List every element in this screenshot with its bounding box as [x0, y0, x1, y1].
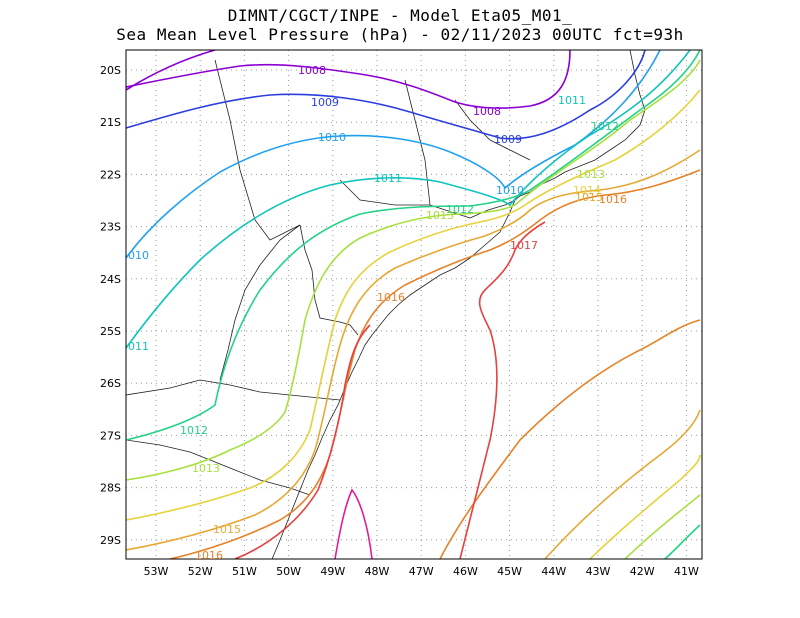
isobar-labels: 1008 1008 1009 1009 1010 1010 010 1011 1… [128, 64, 627, 562]
isobar-1018 [334, 488, 373, 559]
label-1011: 1011 [558, 94, 586, 107]
lon-tick-label: 53W [144, 565, 169, 578]
lon-tick-label: 51W [232, 565, 257, 578]
isobar-1016 [169, 169, 701, 559]
lat-tick-label: 22S [100, 168, 121, 181]
label-1016: 1016 [195, 549, 223, 562]
isobar-1012-east [664, 524, 701, 559]
lon-tick-label: 47W [409, 565, 434, 578]
lat-tick-label: 28S [100, 482, 121, 495]
label-1016: 1016 [599, 193, 627, 206]
label-1009: 1009 [311, 96, 339, 109]
label-1010: 1010 [496, 184, 524, 197]
lat-tick-label: 20S [100, 64, 121, 77]
isobar-1015-east [544, 409, 701, 559]
lon-tick-label: 43W [586, 565, 611, 578]
longitude-labels: 53W 52W 51W 50W 49W 48W 47W 46W 45W 44W 43W 42W 41W [144, 565, 699, 578]
label-1013: 1013 [577, 168, 605, 181]
isobar-1008-west [126, 50, 216, 91]
label-1012: 1012 [591, 120, 619, 133]
isobar-1008 [126, 50, 571, 109]
isobar-1013 [126, 59, 701, 481]
lon-tick-label: 49W [320, 565, 345, 578]
lon-tick-label: 42W [630, 565, 655, 578]
label-1014: 1014 [573, 184, 601, 197]
label-1013: 1013 [426, 209, 454, 222]
lat-tick-label: 25S [100, 325, 121, 338]
lon-tick-label: 52W [188, 565, 213, 578]
latitude-labels: 20S 21S 22S 23S 24S 25S 26S 27S 28S 29S [100, 64, 121, 547]
label-1012: 1012 [180, 424, 208, 437]
label-1015: 1015 [575, 191, 603, 204]
isobars [126, 50, 701, 559]
label-1008: 1008 [473, 105, 501, 118]
label-1010: 1010 [318, 131, 346, 144]
isobar-1013-east [624, 494, 701, 559]
isobar-1009 [126, 50, 646, 140]
label-1017: 1017 [510, 239, 538, 252]
label-1015: 1015 [213, 523, 241, 536]
label-1016: 1016 [377, 291, 405, 304]
lat-tick-label: 21S [100, 116, 121, 129]
isobar-1012 [126, 50, 701, 441]
label-1011: 011 [128, 340, 149, 353]
lat-tick-label: 23S [100, 221, 121, 234]
lat-tick-label: 27S [100, 429, 121, 442]
plot-frame [125, 49, 703, 560]
chart-title-line2: Sea Mean Level Pressure (hPa) - 02/11/20… [116, 25, 684, 44]
label-1008: 1008 [298, 64, 326, 77]
lon-tick-label: 44W [541, 565, 566, 578]
isobar-1016-east [439, 319, 701, 559]
lon-tick-label: 45W [497, 565, 522, 578]
isobar-1017 [459, 221, 546, 559]
label-1011: 1011 [374, 172, 402, 185]
lat-tick-label: 24S [100, 273, 121, 286]
isobar-1015 [126, 149, 701, 551]
lon-tick-label: 48W [365, 565, 390, 578]
grid-lines [126, 50, 702, 559]
label-1012: 1012 [446, 203, 474, 216]
chart-title-line1: DIMNT/CGCT/INPE - Model Eta05_M01_ [227, 6, 573, 25]
isobar-1014-east [589, 454, 701, 559]
isobar-1011 [126, 50, 691, 349]
isobar-1017-sw [234, 324, 371, 559]
lon-tick-label: 41W [674, 565, 699, 578]
lon-tick-label: 50W [276, 565, 301, 578]
lon-tick-label: 46W [453, 565, 478, 578]
lat-tick-label: 29S [100, 534, 121, 547]
coastline [126, 50, 646, 559]
label-1009: 1009 [494, 133, 522, 146]
lat-tick-label: 26S [100, 377, 121, 390]
isobar-1014 [126, 89, 701, 521]
label-1013: 1013 [192, 462, 220, 475]
label-1010: 010 [128, 249, 149, 262]
